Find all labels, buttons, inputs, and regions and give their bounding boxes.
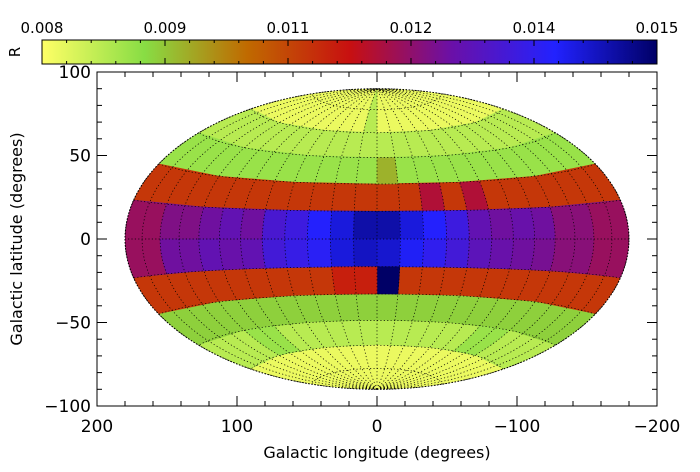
parallel-line	[158, 163, 596, 185]
map-cell	[240, 208, 266, 240]
meridian-line	[376, 88, 424, 390]
meridian-line	[159, 88, 378, 390]
map-cell	[307, 210, 332, 240]
map-cell	[549, 238, 595, 275]
map-cell	[422, 238, 447, 268]
map-cell	[330, 210, 355, 240]
x-tick-label: 100	[221, 417, 253, 437]
y-tick-label: −100	[44, 397, 91, 417]
x-tick-label: −100	[494, 417, 541, 437]
meridian-line	[376, 88, 576, 390]
meridian-line	[376, 88, 492, 390]
map-cell	[466, 238, 492, 269]
parallel-line	[250, 108, 504, 134]
map-cell	[330, 238, 355, 268]
colorbar-ticks: 0.008 0.009 0.011 0.012 0.014 0.015	[21, 19, 679, 64]
parallel-line	[311, 93, 443, 110]
map-cell	[284, 238, 310, 268]
sky-map	[124, 88, 630, 390]
x-axis-label: Galactic longitude (degrees)	[263, 443, 490, 462]
meridian-line	[198, 88, 378, 390]
map-cell	[586, 238, 629, 279]
map-cell	[353, 238, 378, 268]
map-cell	[331, 266, 357, 295]
axes: 200 100 0 −100 −200 100 50 0 −50 −100 Galactic l…	[7, 63, 680, 462]
y-tick-label: 0	[80, 230, 91, 250]
map-cell	[549, 203, 595, 240]
map-cell	[399, 210, 424, 240]
x-axis: 200 100 0 −100 −200	[81, 72, 681, 437]
parallel-line	[311, 368, 443, 385]
colorbar-tick-label: 0.011	[267, 19, 310, 37]
map-cell	[159, 238, 205, 275]
map-cell	[444, 210, 470, 240]
meridian-line	[284, 88, 378, 390]
colorbar-tick-label: 0.008	[21, 19, 64, 37]
map-cell	[353, 210, 378, 240]
map-cell	[399, 238, 424, 268]
colorbar-bar	[41, 39, 658, 65]
meridian-line	[376, 88, 514, 390]
colorbar: 0.008 0.009 0.011 0.012 0.014 0.015 R	[6, 19, 679, 65]
map-cell	[354, 266, 378, 295]
y-axis: 100 50 0 −50 −100	[44, 63, 657, 417]
map-outline	[124, 88, 630, 390]
map-cell	[488, 208, 514, 240]
x-tick-label: 200	[81, 417, 113, 437]
parallel-line	[198, 132, 556, 159]
colorbar-tick-label: 0.012	[390, 19, 433, 37]
y-tick-label: 100	[59, 63, 91, 83]
x-tick-label: 0	[372, 417, 383, 437]
map-cell	[284, 210, 310, 240]
meridian-line	[353, 88, 378, 390]
colorbar-tick-label: 0.009	[144, 19, 187, 37]
meridian-line	[240, 88, 378, 390]
parallel-line	[158, 293, 596, 315]
parallel-line	[250, 344, 504, 370]
colorbar-tick-label: 0.015	[636, 19, 679, 37]
x-tick-label: −200	[634, 417, 681, 437]
meridian-line	[376, 88, 535, 390]
y-tick-label: 50	[69, 147, 91, 167]
map-cell	[376, 157, 399, 185]
meridian-line	[376, 88, 556, 390]
colorbar-tick-label: 0.014	[513, 19, 556, 37]
colorbar-label: R	[6, 47, 24, 57]
map-cell	[466, 209, 492, 240]
map-cell	[488, 238, 514, 270]
map-cell	[376, 210, 401, 240]
map-cell	[376, 238, 401, 268]
map-cell	[509, 238, 535, 271]
map-cell	[444, 238, 470, 268]
meridian-line	[124, 88, 378, 390]
map-cell	[376, 266, 400, 295]
map-cell	[262, 209, 288, 240]
meridian-line	[376, 88, 447, 390]
map-cell	[240, 238, 266, 270]
parallel-line	[198, 319, 556, 346]
y-tick-label: −50	[55, 314, 91, 334]
map-cell	[262, 238, 288, 269]
y-axis-label: Galactic latitude (degrees)	[7, 132, 26, 345]
meridian-line	[262, 88, 378, 390]
map-cell	[159, 203, 205, 240]
map-cell	[307, 238, 332, 268]
meridian-line	[376, 88, 470, 390]
map-cell	[422, 210, 447, 240]
